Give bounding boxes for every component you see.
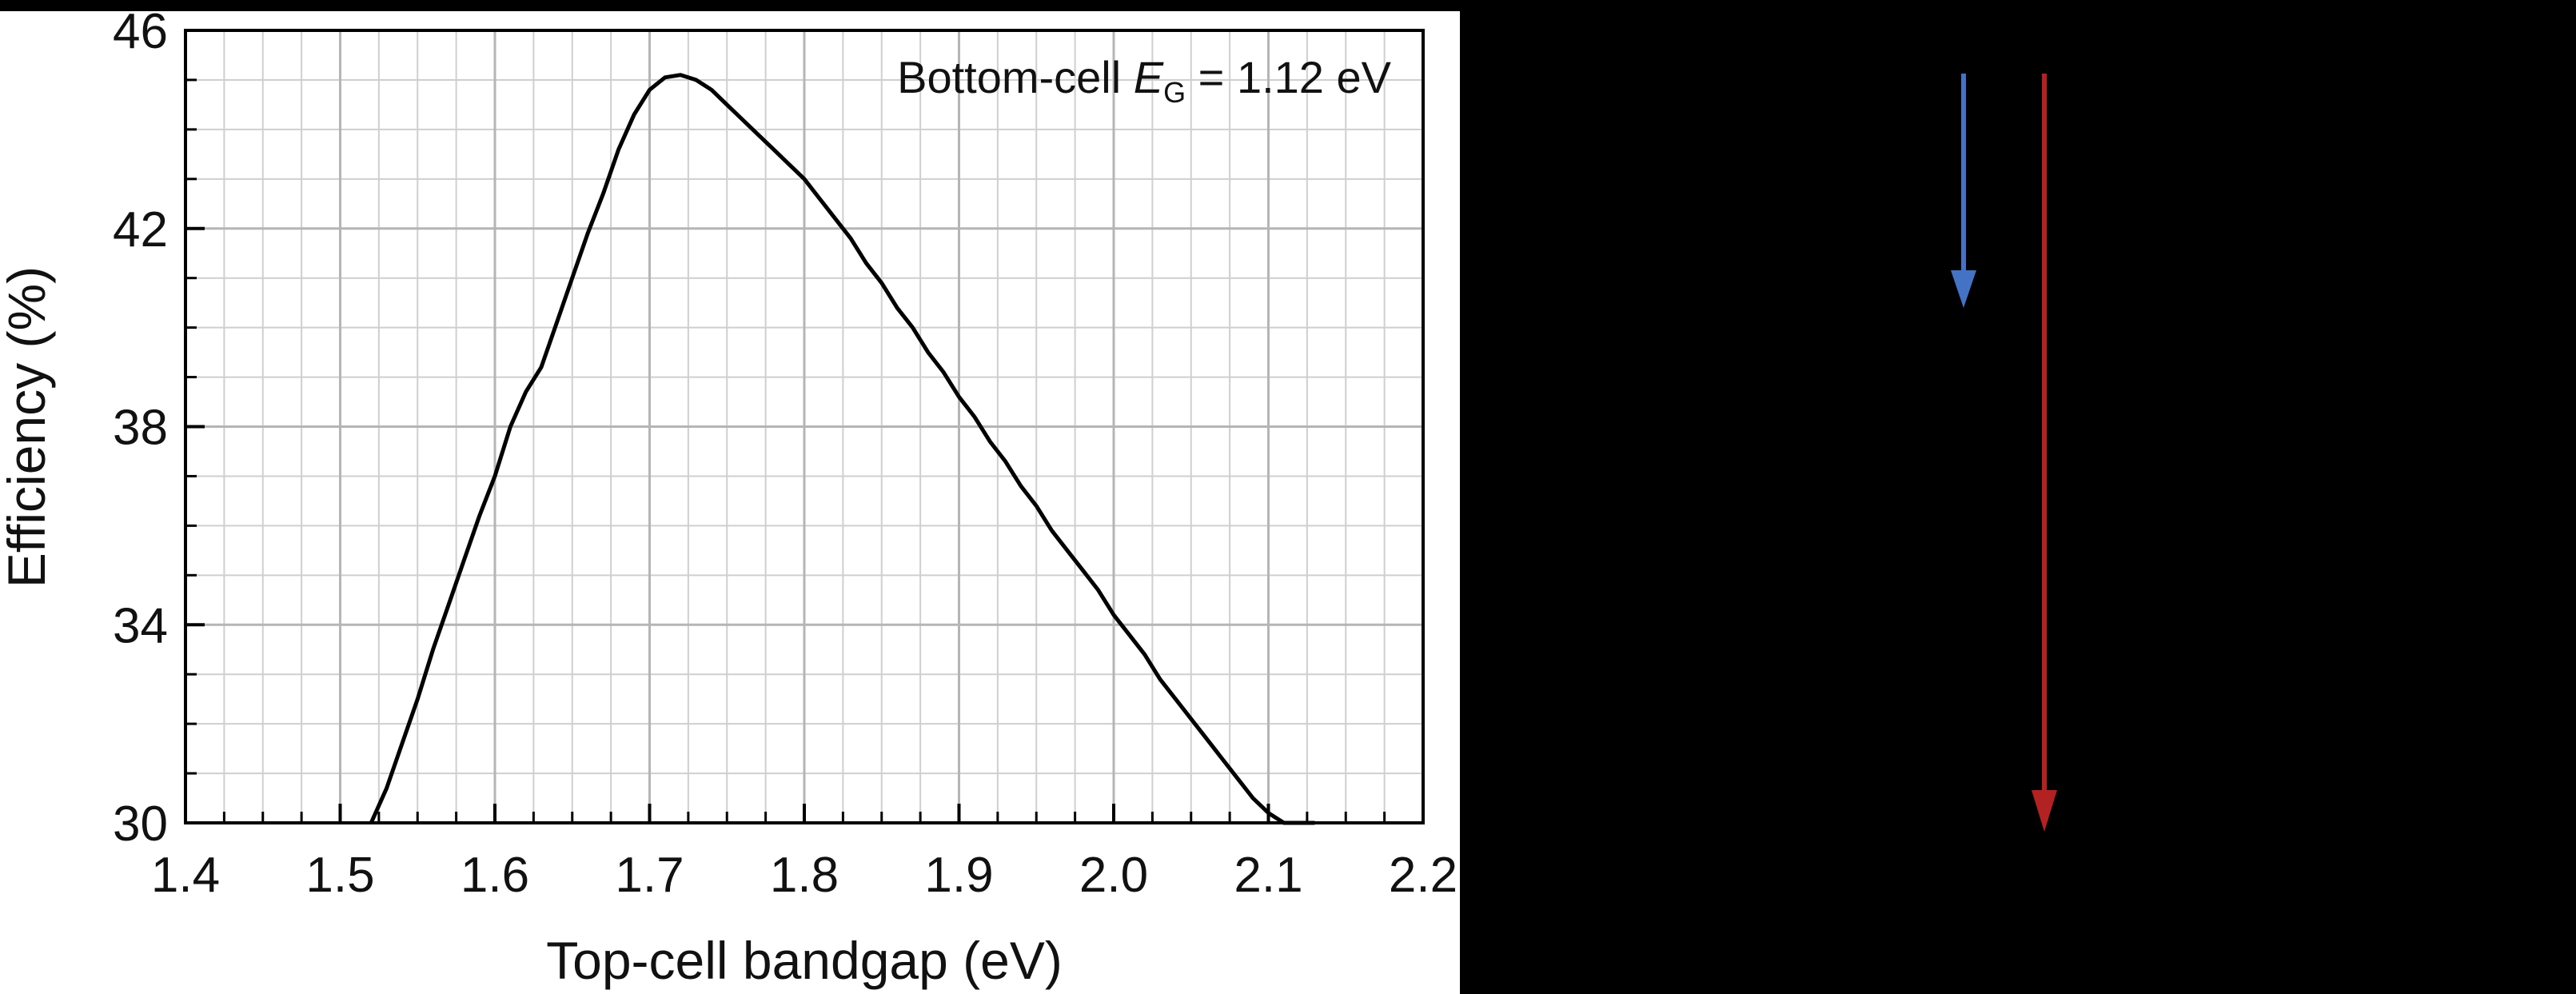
y-tick-label: 38: [113, 401, 168, 456]
blue-arrow: [1951, 74, 1976, 308]
red-arrow: [2032, 74, 2057, 832]
y-tick-label: 42: [113, 202, 168, 257]
y-tick-label: 46: [113, 11, 168, 59]
major-grid: [184, 29, 1425, 824]
x-tick-label: 1.5: [305, 848, 374, 903]
efficiency-curve: [369, 73, 1315, 825]
annotation-label: Bottom-cell EG = 1.12 eV: [897, 52, 1392, 109]
arrows-figure: [1951, 74, 2057, 832]
arrows-panel: [1460, 0, 2576, 994]
y-axis-title: Efficiency (%): [0, 266, 56, 588]
chart-panel: 1.4 1.5 1.6 1.7 1.8 1.9 2.0 2.1 2.2 30 34 38 42 46 B…: [0, 11, 1460, 994]
x-tick-label: 1.8: [770, 848, 839, 903]
x-tick-label: 1.6: [461, 848, 529, 903]
x-tick-label: 1.7: [615, 848, 684, 903]
efficiency-chart: 1.4 1.5 1.6 1.7 1.8 1.9 2.0 2.1 2.2 30 34 38 42 46 B…: [0, 11, 1457, 990]
x-tick-label: 1.9: [924, 848, 993, 903]
x-tick-label: 2.0: [1079, 848, 1148, 903]
x-tick-label: 1.4: [151, 848, 220, 903]
x-tick-labels: 1.4 1.5 1.6 1.7 1.8 1.9 2.0 2.1 2.2: [151, 848, 1457, 903]
x-axis-title: Top-cell bandgap (eV): [546, 931, 1063, 990]
y-tick-label: 34: [113, 598, 168, 653]
x-tick-label: 2.2: [1389, 848, 1457, 903]
y-tick-label: 30: [113, 796, 168, 852]
y-tick-labels: 30 34 38 42 46: [113, 11, 168, 852]
x-tick-label: 2.1: [1234, 848, 1302, 903]
